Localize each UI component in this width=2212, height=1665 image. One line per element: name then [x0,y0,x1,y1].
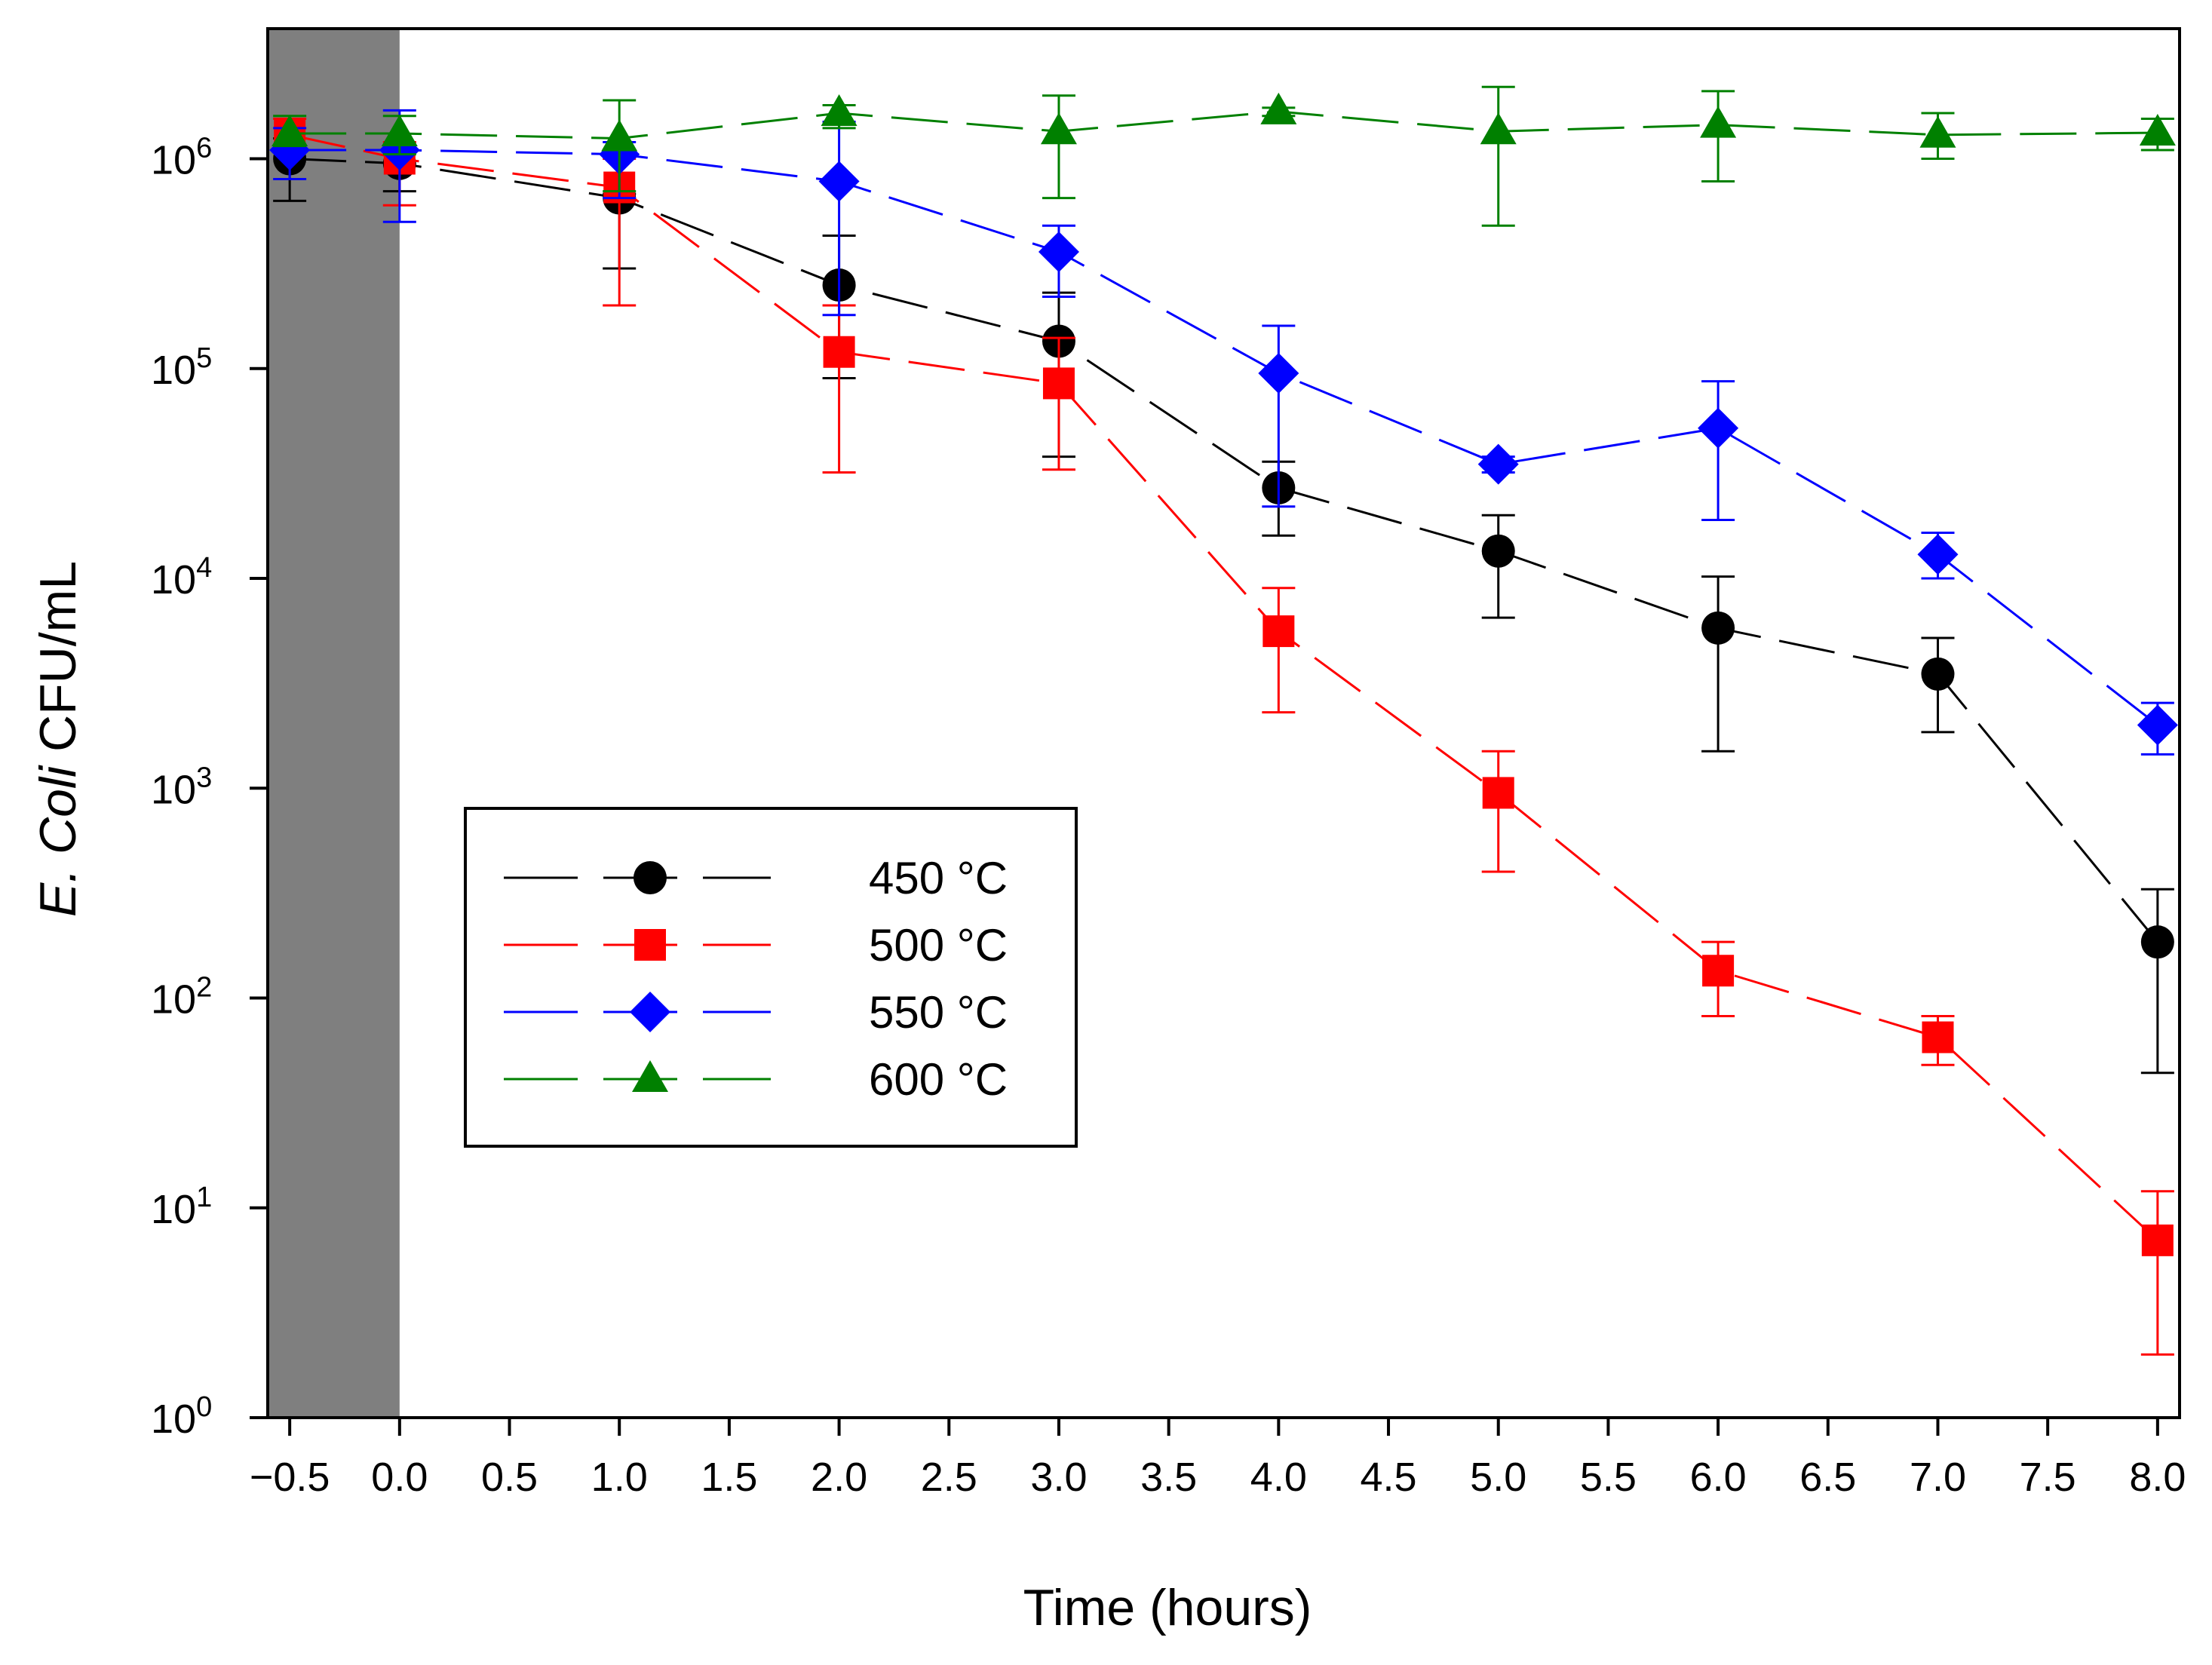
data-point [1482,777,1514,809]
y-axis-title-units: CFU/mL [29,561,87,766]
data-point [1919,115,1956,148]
y-tick-base: 10 [151,138,196,183]
x-tick-label: 6.0 [1690,1455,1747,1500]
x-tick-label: 6.5 [1799,1455,1856,1500]
legend-label: 500 °C [869,920,1008,970]
x-tick-label: 2.5 [921,1455,977,1500]
x-tick-label: 1.0 [591,1455,648,1500]
data-point [272,114,308,146]
legend-item: 500 °C [504,920,1008,970]
legend-marker [630,992,670,1032]
x-tick-label: 8.0 [2129,1455,2186,1500]
data-point [1040,112,1077,145]
plot-frame [266,27,2181,1419]
legend-item: 600 °C [504,1054,1008,1105]
legend-label: 450 °C [869,853,1008,903]
y-axis-title-italic: E. Coli [29,765,87,917]
data-point [1042,367,1075,400]
x-tick-label: 4.5 [1360,1455,1416,1500]
series-layer [269,85,2178,1356]
legend: 450 °C 500 °C 550 °C 600 °C [464,807,1078,1148]
shaded-region [268,29,400,1418]
data-point [1921,657,1955,691]
data-point [1038,231,1079,272]
data-point [2140,925,2174,959]
x-tick-label: 3.0 [1030,1455,1087,1500]
series-line [290,158,2159,943]
y-tick-base: 10 [151,1397,196,1442]
y-axis-title: E. Coli CFU/mL [29,561,87,917]
x-tick-label: 4.0 [1250,1455,1307,1500]
series-line [290,149,2158,726]
data-point [821,94,857,126]
series-triangle [272,85,2176,227]
data-point [818,161,860,202]
x-tick-label: 3.5 [1140,1455,1197,1500]
x-tick-label: −0.5 [250,1455,330,1500]
data-point [1477,443,1519,485]
y-tick-base: 10 [151,557,196,603]
data-point [1702,955,1735,987]
data-point [1917,534,1959,575]
data-point [2137,704,2178,746]
x-tick-label: 2.0 [811,1455,867,1500]
x-tick-label: 0.0 [371,1455,428,1500]
x-tick-label: 5.0 [1470,1455,1526,1500]
x-tick-label: 1.5 [701,1455,757,1500]
series-line [289,133,2158,1241]
y-tick-label: 105 [151,342,212,393]
y-tick-label: 101 [151,1182,212,1232]
data-point [1262,615,1295,648]
legend-item: 550 °C [504,987,1008,1038]
data-point [823,336,855,368]
y-tick-base: 10 [151,1187,196,1232]
legend-box [464,807,1078,1148]
axes-layer: −0.5 0.0 0.5 1.0 1.5 2.0 2.5 3.0 3.5 4.0 4.5 5.0 5.5… [151,133,2186,1500]
data-point [601,119,638,152]
data-point [1480,112,1517,145]
data-point [2141,1224,2174,1256]
y-tick-exponent: 5 [196,342,212,374]
x-tick-label: 0.5 [481,1455,538,1500]
y-tick-base: 10 [151,767,196,812]
y-tick-exponent: 2 [196,972,212,1004]
y-tick-exponent: 6 [196,133,212,164]
y-tick-base: 10 [151,977,196,1023]
x-tick-label: 7.0 [1910,1455,1966,1500]
x-tick-label: 5.5 [1580,1455,1637,1500]
y-tick-label: 102 [151,972,212,1023]
x-tick-label: 7.5 [2020,1455,2076,1500]
data-point [381,114,418,146]
series-line [290,110,2158,140]
y-tick-label: 103 [151,762,212,812]
shaded-region-layer [268,29,400,1418]
legend-marker [634,929,666,961]
y-tick-label: 106 [151,133,212,183]
legend-label: 600 °C [869,1054,1008,1105]
y-tick-exponent: 1 [196,1182,212,1213]
y-tick-exponent: 3 [196,762,212,793]
legend-entries: 450 °C 500 °C 550 °C 600 °C [504,853,1008,1105]
data-point [1258,352,1299,394]
y-tick-label: 104 [151,552,212,603]
legend-label: 550 °C [869,987,1008,1038]
legend-marker [634,861,667,894]
y-tick-exponent: 4 [196,552,212,584]
data-point [1260,92,1297,124]
x-axis-title: Time (hours) [1023,1579,1312,1636]
legend-marker [632,1060,668,1092]
data-point [1481,534,1515,568]
y-tick-base: 10 [151,348,196,393]
legend-item: 450 °C [504,853,1008,903]
y-tick-exponent: 0 [196,1391,212,1423]
data-point [2139,114,2176,146]
data-point [1698,407,1739,449]
data-point [1701,611,1735,645]
y-tick-label: 100 [151,1391,212,1442]
data-point [1922,1021,1954,1053]
data-point [1700,106,1737,138]
